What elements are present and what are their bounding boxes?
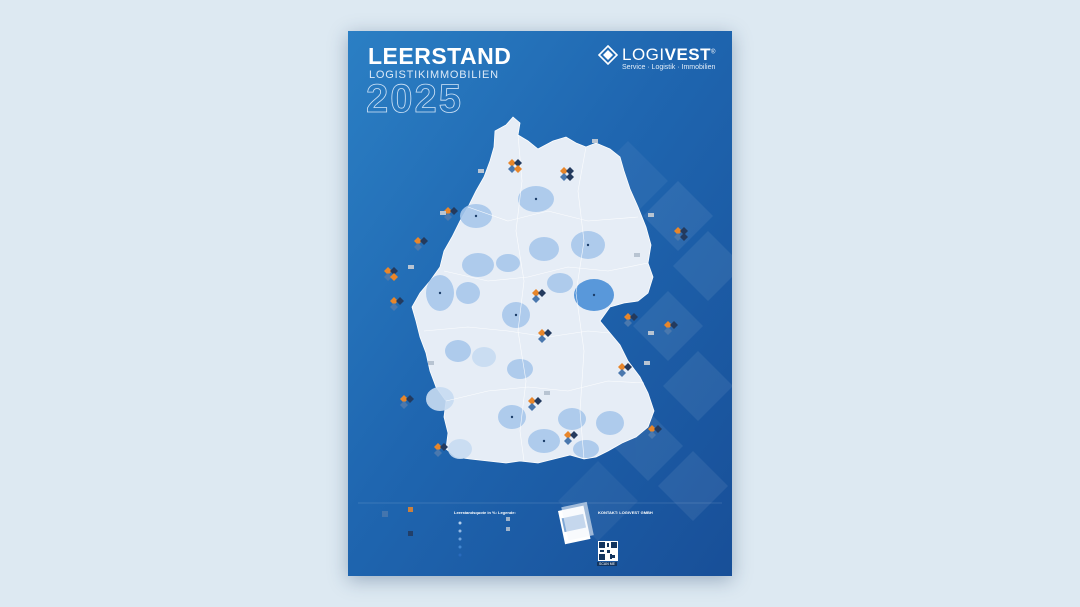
vacancy-legend-heading: Leerstandsquote in %:: [454, 510, 497, 515]
logo-registered-mark: ®: [711, 49, 716, 56]
logo-wordmark: LOGIVEST®: [622, 45, 716, 65]
poster-artwork: [358, 116, 732, 557]
logo-wordmark-light: LOGI: [622, 45, 665, 64]
qr-code[interactable]: [598, 541, 618, 561]
vacancy-markers: [384, 159, 688, 457]
poster-subtitle: LOGISTIKIMMOBILIEN: [369, 69, 499, 81]
legend-heading: Legende:: [498, 510, 516, 515]
scan-me-label: SCAN ME: [597, 562, 617, 566]
contact-heading: KONTAKT: LOGIVEST GMBH: [598, 510, 653, 515]
logo-wordmark-bold: VEST: [664, 45, 712, 64]
germany-outline: [411, 116, 655, 464]
poster: LEERSTAND LOGISTIKIMMOBILIEN 2025 LOGIVE…: [348, 31, 732, 576]
poster-title: LEERSTAND: [368, 43, 512, 69]
logivest-diamond-icon: [598, 45, 618, 65]
qr-code-icon: [599, 542, 617, 560]
logo-tagline: Service · Logistik · Immobilien: [622, 64, 716, 71]
poster-year: 2025: [366, 77, 463, 122]
